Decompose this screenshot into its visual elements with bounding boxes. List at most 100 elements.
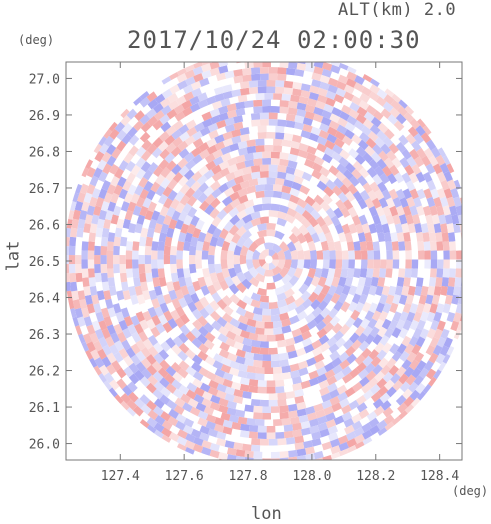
radar-cell [171,163,182,175]
radar-cell [469,260,474,269]
radar-cell [376,88,388,100]
radar-cell [426,139,437,151]
radar-cell [426,328,437,340]
radar-cell [77,218,86,229]
radar-cell [348,259,355,269]
radar-cell [295,347,307,357]
y-tick-label: 26.1 [29,401,60,416]
radar-cell [146,318,156,330]
radar-cell [283,80,294,89]
radar-cell [398,99,408,109]
radar-cell [98,209,107,221]
radar-cell [201,63,212,73]
radar-cell [98,171,108,183]
radar-cell [456,320,462,331]
radar-cell [364,276,373,288]
radar-cell [205,95,217,106]
radar-cell [158,158,170,170]
radar-cell [221,295,233,307]
radar-cell [302,123,313,133]
radar-cell [309,249,317,260]
radar-cell [226,249,235,260]
radar-cell [233,68,244,77]
radar-cell [236,462,245,468]
radar-cell [252,259,261,270]
radar-cell [248,424,259,433]
radar-cell [214,368,226,378]
radar-cell [352,317,363,329]
radar-cell [198,343,210,354]
radar-cell [118,188,128,200]
radar-cell [255,373,265,381]
radar-cell [290,369,301,379]
radar-cell [277,73,287,81]
radar-cell [130,192,140,204]
radar-cell [125,268,134,278]
radar-cell [211,215,222,228]
radar-cell [296,408,307,417]
radar-cell [255,145,265,153]
radar-cell [276,292,287,302]
radar-cell [354,75,365,86]
radar-cell [146,91,158,102]
radar-cell [288,100,298,109]
radar-cell [244,205,255,216]
radar-cell [354,250,362,260]
radar-cell [89,223,98,234]
radar-cell [94,328,105,340]
radar-cell [127,391,139,403]
radar-cell [446,286,455,296]
radar-cell [294,115,305,124]
radar-cell [86,183,96,195]
radar-cell [363,389,374,401]
radar-cell [105,298,114,310]
radar-cell [307,267,317,279]
radar-cell [294,296,305,308]
radar-cell [403,396,415,408]
radar-cell [253,412,263,420]
radar-cell [273,373,283,381]
radar-cell [361,86,372,97]
radar-cell [227,267,237,279]
radar-cell [309,259,317,270]
radar-cell [221,240,231,252]
radar-cell [372,143,383,155]
radar-cell [122,218,131,229]
radar-cell [239,180,251,190]
radar-cell [413,374,424,386]
radar-cell [68,209,75,220]
radar-cell [163,245,171,256]
radar-cell [406,351,417,363]
radar-cell [280,50,289,55]
radar-cell [113,236,121,247]
radar-cell [323,362,335,373]
radar-cell [259,216,269,224]
radar-cell [354,325,366,337]
radar-cell [388,188,399,200]
radar-cell [174,111,186,122]
radar-cell [327,284,338,296]
radar-cell [148,218,158,230]
radar-cell [405,259,412,269]
radar-cell [399,311,409,322]
radar-cell [348,148,359,159]
radar-cell [252,313,263,322]
radar-cell [290,140,301,150]
radar-cell [287,153,298,162]
radar-cell [257,132,267,140]
radar-cell [368,91,380,102]
radar-cell [219,279,229,291]
radar-cell [93,143,103,154]
radar-cell [303,440,313,449]
radar-cell [106,259,114,269]
radar-cell [264,321,274,329]
radar-cell [134,110,145,122]
radar-cell [192,378,203,389]
radar-cell [106,184,117,195]
radar-cell [315,320,327,332]
radar-cell [198,141,210,153]
radar-cell [217,333,229,344]
radar-cell [100,245,108,256]
radar-cell [178,231,187,243]
radar-cell [298,414,309,423]
